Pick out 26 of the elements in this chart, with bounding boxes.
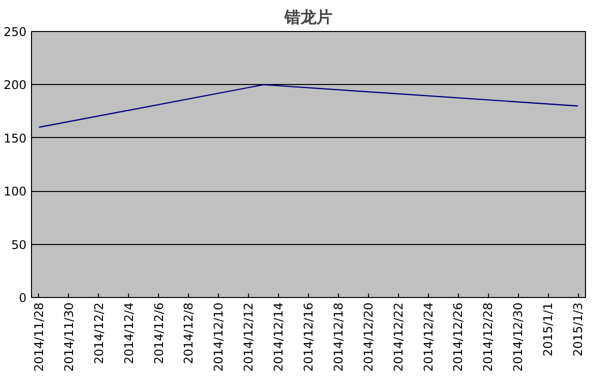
x-tick-label: 2014/12/22 [391,302,406,372]
x-tick-label: 2014/12/18 [331,302,346,372]
y-tick-label: 100 [4,184,26,199]
x-tick-label: 2014/12/26 [451,302,466,372]
x-tick-label: 2014/11/28 [32,302,46,372]
y-tick-label: 150 [4,131,26,146]
x-tick-label: 2014/12/8 [182,302,196,364]
y-tick-label: 0 [18,291,27,305]
x-tick-label: 2014/12/14 [272,302,286,372]
x-tick-label: 2014/12/16 [302,302,316,372]
x-tick-label: 2015/1/1 [541,302,556,356]
x-tick-label: 2014/12/30 [511,302,526,372]
chart-title: 错龙片 [284,8,332,26]
x-tick-label: 2015/1/3 [571,302,586,356]
x-tick-label: 2014/12/28 [481,302,496,372]
x-tick-label: 2014/12/12 [242,302,256,372]
x-tick-label: 2014/12/24 [421,302,436,372]
x-tick-label: 2014/12/2 [92,302,106,364]
y-tick-label: 50 [11,238,27,252]
x-tick-label: 2014/12/6 [152,302,166,364]
x-tick-label: 2014/12/4 [122,302,136,364]
x-tick-label: 2014/11/30 [62,302,76,372]
x-tick-label: 2014/12/10 [212,302,226,372]
x-tick-label: 2014/12/20 [361,302,376,372]
y-tick-label: 250 [4,25,26,39]
y-tick-label: 200 [4,78,26,92]
